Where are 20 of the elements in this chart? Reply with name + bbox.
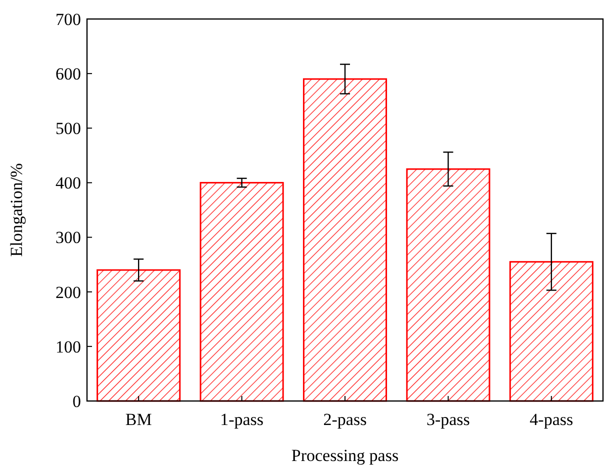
y-tick-label: 0 (72, 392, 81, 411)
x-tick-label: BM (125, 410, 152, 429)
y-tick-label: 700 (56, 10, 81, 29)
x-tick-label: 2-pass (323, 410, 367, 429)
x-tick-label: 3-pass (426, 410, 470, 429)
y-axis-title: Elongation/% (7, 163, 26, 257)
bar (96, 269, 181, 402)
x-tick-label: 1-pass (220, 410, 264, 429)
y-tick-label: 600 (56, 64, 81, 84)
y-tick-label: 200 (56, 282, 81, 302)
bar (302, 78, 388, 402)
bar (200, 182, 284, 402)
y-tick-label: 100 (56, 337, 81, 356)
y-tick-label: 300 (56, 228, 81, 248)
y-tick-label: 400 (56, 174, 81, 193)
bar (406, 168, 490, 402)
x-axis-title: Processing pass (291, 446, 399, 465)
bar (509, 261, 594, 402)
x-tick-label: 4-pass (530, 410, 574, 429)
y-tick-label: 500 (56, 119, 81, 138)
